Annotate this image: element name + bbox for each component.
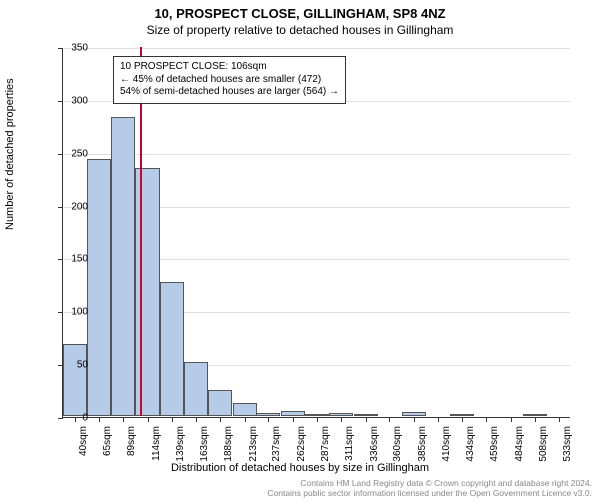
histogram-bar	[111, 117, 135, 416]
histogram-bar	[281, 411, 305, 416]
x-tick-mark	[486, 417, 487, 422]
x-tick-mark	[511, 417, 512, 422]
footer-line1: Contains HM Land Registry data © Crown c…	[0, 478, 592, 488]
annotation-line2: ← 45% of detached houses are smaller (47…	[120, 74, 339, 87]
x-tick-mark	[99, 417, 100, 422]
x-tick-mark	[389, 417, 390, 422]
x-tick-mark	[317, 417, 318, 422]
x-tick-mark	[172, 417, 173, 422]
y-tick-label: 100	[48, 307, 88, 318]
chart-titles: 10, PROSPECT CLOSE, GILLINGHAM, SP8 4NZ …	[0, 0, 600, 37]
histogram-bar	[329, 413, 353, 416]
y-tick-label: 350	[48, 43, 88, 54]
x-tick-mark	[414, 417, 415, 422]
y-tick-label: 200	[48, 201, 88, 212]
annotation-box: 10 PROSPECT CLOSE: 106sqm← 45% of detach…	[113, 56, 346, 104]
y-tick-label: 150	[48, 254, 88, 265]
histogram-bar	[233, 403, 257, 416]
x-tick-mark	[268, 417, 269, 422]
x-tick-mark	[220, 417, 221, 422]
x-tick-mark	[438, 417, 439, 422]
x-tick-mark	[123, 417, 124, 422]
x-axis-label: Distribution of detached houses by size …	[0, 462, 600, 474]
title-subtitle: Size of property relative to detached ho…	[0, 23, 600, 37]
chart-area: 10 PROSPECT CLOSE: 106sqm← 45% of detach…	[62, 48, 570, 418]
histogram-bar	[523, 414, 547, 416]
x-tick-mark	[559, 417, 560, 422]
histogram-bar	[305, 414, 329, 416]
x-tick-mark	[293, 417, 294, 422]
annotation-line1: 10 PROSPECT CLOSE: 106sqm	[120, 61, 339, 74]
x-tick-mark	[366, 417, 367, 422]
x-tick-mark	[462, 417, 463, 422]
footer-line2: Contains public sector information licen…	[0, 488, 592, 498]
histogram-bar	[160, 282, 184, 416]
y-tick-label: 50	[48, 360, 88, 371]
histogram-bar	[63, 344, 87, 416]
annotation-line3: 54% of semi-detached houses are larger (…	[120, 86, 339, 99]
x-tick-mark	[196, 417, 197, 422]
footer-credits: Contains HM Land Registry data © Crown c…	[0, 478, 592, 498]
title-address: 10, PROSPECT CLOSE, GILLINGHAM, SP8 4NZ	[0, 6, 600, 21]
x-tick-mark	[148, 417, 149, 422]
x-tick-mark	[245, 417, 246, 422]
x-tick-mark	[535, 417, 536, 422]
histogram-bar	[87, 159, 111, 416]
y-tick-label: 300	[48, 95, 88, 106]
plot-region: 10 PROSPECT CLOSE: 106sqm← 45% of detach…	[62, 48, 570, 418]
y-axis-label: Number of detached properties	[4, 78, 16, 230]
histogram-bar	[402, 412, 426, 416]
histogram-bar	[256, 413, 280, 416]
y-tick-label: 250	[48, 148, 88, 159]
histogram-bar	[184, 362, 208, 416]
histogram-bar	[208, 390, 232, 416]
x-tick-mark	[341, 417, 342, 422]
y-tick-label: 0	[48, 413, 88, 424]
histogram-bar	[450, 414, 474, 416]
histogram-bar	[354, 414, 378, 416]
